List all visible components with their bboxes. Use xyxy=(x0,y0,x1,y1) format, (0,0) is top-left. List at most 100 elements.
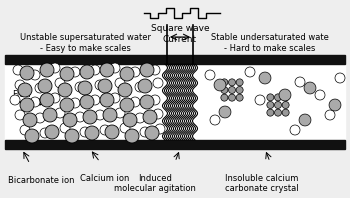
Circle shape xyxy=(274,109,281,116)
Circle shape xyxy=(103,108,117,122)
Circle shape xyxy=(282,102,289,109)
Circle shape xyxy=(30,97,40,107)
Circle shape xyxy=(25,129,39,143)
Circle shape xyxy=(38,79,52,93)
Circle shape xyxy=(140,63,154,77)
Circle shape xyxy=(13,65,23,75)
Circle shape xyxy=(118,83,132,97)
Circle shape xyxy=(153,78,163,88)
Circle shape xyxy=(60,98,74,112)
Circle shape xyxy=(335,73,345,83)
Circle shape xyxy=(214,79,226,91)
Circle shape xyxy=(221,87,228,93)
Circle shape xyxy=(267,94,274,101)
Circle shape xyxy=(90,95,100,105)
Circle shape xyxy=(110,63,120,73)
Circle shape xyxy=(95,80,105,90)
Circle shape xyxy=(100,93,114,107)
Circle shape xyxy=(10,95,20,105)
Circle shape xyxy=(75,112,85,122)
Circle shape xyxy=(15,110,25,120)
Circle shape xyxy=(267,102,274,109)
Circle shape xyxy=(80,95,94,109)
Circle shape xyxy=(40,93,54,107)
Circle shape xyxy=(229,94,236,101)
Circle shape xyxy=(282,109,289,116)
Circle shape xyxy=(58,83,72,97)
Circle shape xyxy=(140,127,150,137)
Circle shape xyxy=(115,108,125,118)
Circle shape xyxy=(98,79,112,93)
Circle shape xyxy=(290,125,300,135)
Circle shape xyxy=(120,67,134,81)
Circle shape xyxy=(23,113,37,127)
Circle shape xyxy=(80,127,90,137)
Circle shape xyxy=(236,79,243,86)
Bar xyxy=(5,64,345,140)
Circle shape xyxy=(55,78,65,88)
Text: Calcium ion: Calcium ion xyxy=(80,174,130,183)
Circle shape xyxy=(229,79,236,86)
Circle shape xyxy=(274,102,281,109)
Circle shape xyxy=(78,81,92,95)
Text: Induced
molecular agitation: Induced molecular agitation xyxy=(114,174,196,193)
Circle shape xyxy=(282,94,289,101)
Circle shape xyxy=(60,123,70,133)
Circle shape xyxy=(299,114,311,126)
Circle shape xyxy=(83,110,97,124)
Text: Square wave
Current: Square wave Current xyxy=(151,24,209,44)
Circle shape xyxy=(100,63,114,77)
Circle shape xyxy=(100,125,110,135)
Circle shape xyxy=(205,70,215,80)
Circle shape xyxy=(304,82,316,94)
Circle shape xyxy=(210,115,220,125)
Circle shape xyxy=(221,79,228,86)
Circle shape xyxy=(325,110,335,120)
Circle shape xyxy=(20,125,30,135)
Circle shape xyxy=(259,72,271,84)
Circle shape xyxy=(315,90,325,100)
Text: Stable undersaturated wate
- Hard to make scales: Stable undersaturated wate - Hard to mak… xyxy=(211,33,329,53)
Circle shape xyxy=(70,67,80,77)
Circle shape xyxy=(125,129,139,143)
Circle shape xyxy=(255,95,265,105)
Circle shape xyxy=(145,126,159,140)
Circle shape xyxy=(150,95,160,105)
Circle shape xyxy=(85,126,99,140)
Circle shape xyxy=(115,78,125,88)
Circle shape xyxy=(130,97,140,107)
Circle shape xyxy=(110,93,120,103)
Circle shape xyxy=(30,70,40,80)
Circle shape xyxy=(229,87,236,93)
Circle shape xyxy=(135,82,145,92)
Circle shape xyxy=(20,66,34,80)
Circle shape xyxy=(95,110,105,120)
Circle shape xyxy=(20,98,34,112)
Circle shape xyxy=(153,109,163,119)
Circle shape xyxy=(150,65,160,75)
Circle shape xyxy=(143,110,157,124)
Circle shape xyxy=(123,113,137,127)
Circle shape xyxy=(43,108,57,122)
Circle shape xyxy=(135,113,145,123)
Circle shape xyxy=(105,125,119,139)
Circle shape xyxy=(45,125,59,139)
Circle shape xyxy=(120,98,134,112)
Circle shape xyxy=(80,65,94,79)
Circle shape xyxy=(63,113,77,127)
Circle shape xyxy=(75,82,85,92)
Circle shape xyxy=(245,67,255,77)
Circle shape xyxy=(221,94,228,101)
Circle shape xyxy=(329,99,341,111)
Circle shape xyxy=(35,113,45,123)
Bar xyxy=(5,55,345,64)
Text: Insoluble calcium
carbonate crystal: Insoluble calcium carbonate crystal xyxy=(225,174,299,193)
Circle shape xyxy=(295,77,305,87)
Circle shape xyxy=(219,106,231,118)
Circle shape xyxy=(50,93,60,103)
Circle shape xyxy=(50,63,60,73)
Circle shape xyxy=(236,87,243,93)
Text: Flow: Flow xyxy=(12,90,31,99)
Circle shape xyxy=(279,89,291,101)
Circle shape xyxy=(236,94,243,101)
